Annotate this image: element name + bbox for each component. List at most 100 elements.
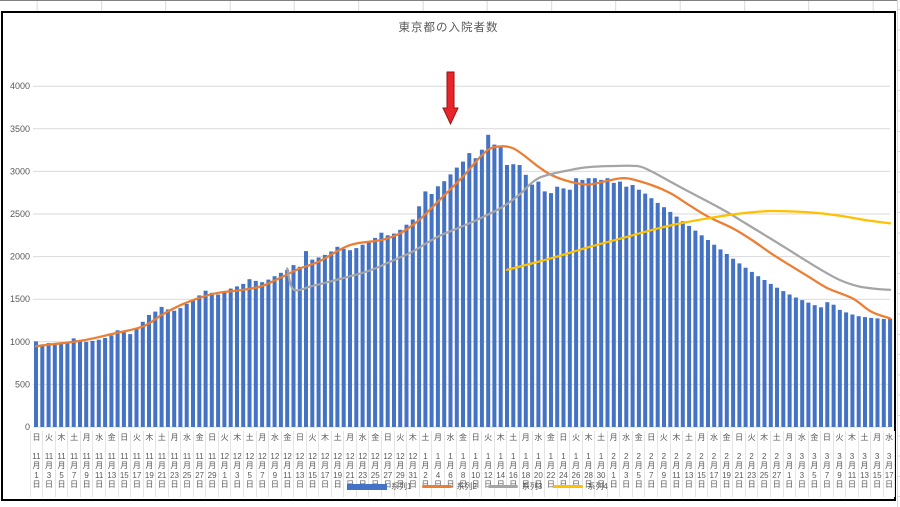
bar (417, 206, 422, 427)
bar (762, 280, 767, 427)
legend-marker-bar (347, 483, 387, 490)
legend-item[interactable]: 系列3 (487, 481, 542, 492)
bar (297, 266, 302, 427)
line-series (286, 164, 892, 292)
bar (467, 153, 472, 427)
bar (618, 181, 622, 427)
x-axis-label: 日 12 月 13 日 (293, 431, 306, 497)
y-tick-label: 1000 (10, 337, 30, 347)
x-axis-label: 月 3 月 15 日 (870, 431, 883, 497)
bar (228, 288, 233, 427)
x-axis-label: 金 11 月 27 日 (192, 431, 206, 497)
bar (385, 235, 390, 427)
y-tick-label: 4000 (10, 81, 30, 91)
bar (121, 332, 126, 427)
bar (84, 341, 89, 427)
bar (674, 216, 679, 427)
bar (366, 241, 371, 427)
y-tick-label: 500 (15, 379, 30, 389)
legend-item[interactable]: 系列4 (553, 481, 608, 492)
bar (580, 179, 585, 427)
x-axis-label: 火 12 月 1 日 (217, 431, 231, 497)
bar (222, 291, 227, 427)
bar (479, 149, 484, 427)
bar (379, 232, 384, 427)
bar (128, 334, 133, 427)
y-tick-label: 1500 (10, 294, 30, 304)
y-tick-label: 3500 (10, 124, 30, 134)
legend-marker-line (487, 485, 518, 488)
bar (869, 317, 874, 427)
bar (693, 230, 698, 427)
bar (718, 249, 723, 427)
bar (636, 189, 641, 427)
x-axis-label: 日 1 月 10 日 (468, 431, 482, 497)
bar (680, 221, 685, 427)
bar (706, 240, 710, 427)
x-axis-label: 火 2 月 23 日 (744, 431, 758, 497)
bar (825, 302, 830, 427)
bar (115, 330, 120, 427)
x-axis-label: 月 2 月 15 日 (694, 431, 708, 497)
legend-item[interactable]: 系列2 (422, 481, 477, 492)
x-axis-label: 水 2 月 17 日 (707, 431, 720, 497)
bar (165, 309, 170, 427)
x-axis-label: 月 11 月 9 日 (79, 431, 93, 497)
bar (731, 258, 736, 427)
bar (800, 300, 805, 427)
bar (856, 316, 861, 427)
bar (65, 343, 70, 427)
bar (812, 305, 817, 427)
bar (536, 181, 541, 427)
bar (555, 186, 560, 427)
bar (103, 338, 108, 427)
bar (172, 310, 177, 427)
bar (46, 343, 51, 427)
chart-object[interactable]: 東京都の入院者数 0 500 1000 1500 2000 2500 3000 3500 400… (1, 11, 896, 501)
bar (523, 174, 528, 427)
bar (505, 165, 509, 427)
x-axis-label: 木 12 月 17 日 (318, 431, 331, 497)
x-axis-label: 土1月2日 (418, 431, 432, 497)
bar (775, 287, 779, 427)
bar (178, 308, 183, 427)
bar (511, 164, 516, 427)
bar (348, 250, 352, 427)
bar (272, 276, 277, 427)
bar (662, 207, 666, 427)
x-axis-label: 月 12 月 7 日 (255, 431, 269, 497)
line-series (505, 209, 892, 271)
bar (819, 307, 823, 427)
bar (341, 248, 346, 427)
bar (687, 225, 692, 427)
legend-label: 系列2 (456, 482, 477, 491)
bar (266, 279, 271, 427)
legend-item[interactable]: 系列1 (347, 481, 411, 492)
bar (90, 340, 95, 427)
x-axis-label: 木 3 月 11 日 (845, 431, 858, 497)
bar (291, 265, 296, 427)
x-axis-label: 日1月24日 (556, 431, 570, 497)
bar (241, 283, 246, 427)
bar (285, 269, 290, 427)
x-axis-label: 日 11 月 29 日 (205, 431, 218, 497)
bar (787, 294, 792, 427)
x-axis-label: 金 1 月 22 日 (544, 431, 557, 497)
x-axis-label: 日 12 月 27 日 (381, 431, 394, 497)
bar (844, 312, 849, 427)
x-axis-label: 火 11 月 17 日 (130, 431, 143, 497)
bar (530, 184, 535, 427)
bar (373, 237, 378, 427)
x-axis-label: 月1月4日 (431, 431, 444, 497)
bar (454, 167, 459, 427)
bar (574, 178, 579, 427)
bar (329, 251, 334, 427)
x-axis-label: 土 2 月 27 日 (769, 431, 783, 497)
x-axis-label: 木 12 月 31 日 (406, 431, 419, 497)
